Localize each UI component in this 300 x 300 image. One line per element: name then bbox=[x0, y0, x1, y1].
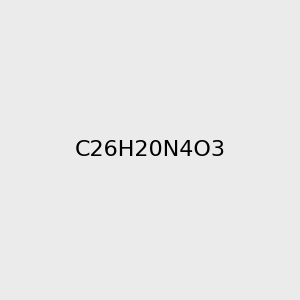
Text: C26H20N4O3: C26H20N4O3 bbox=[74, 140, 226, 160]
